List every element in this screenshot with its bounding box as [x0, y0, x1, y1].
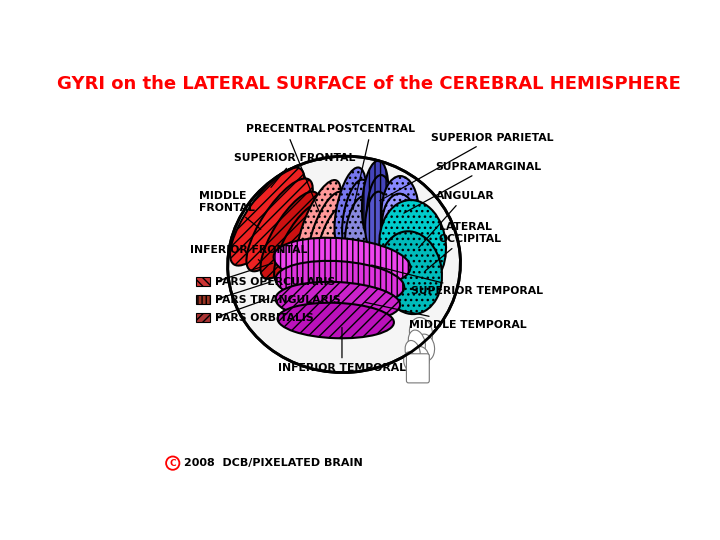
Text: ANGULAR: ANGULAR: [418, 191, 494, 248]
Ellipse shape: [415, 334, 435, 361]
Text: INFERIOR FRONTAL: INFERIOR FRONTAL: [190, 245, 307, 262]
Text: PRECENTRAL: PRECENTRAL: [246, 124, 325, 214]
Ellipse shape: [379, 200, 446, 291]
Ellipse shape: [405, 340, 420, 363]
Ellipse shape: [246, 178, 312, 271]
Ellipse shape: [345, 196, 372, 262]
Ellipse shape: [404, 352, 418, 372]
Ellipse shape: [335, 167, 366, 249]
Ellipse shape: [382, 176, 419, 249]
Text: INFERIOR TEMPORAL: INFERIOR TEMPORAL: [278, 327, 406, 373]
Text: C: C: [169, 458, 176, 468]
Ellipse shape: [342, 180, 371, 253]
Ellipse shape: [308, 192, 347, 271]
FancyBboxPatch shape: [197, 277, 210, 286]
Text: GYRI on the LATERAL SURFACE of the CEREBRAL HEMISPHERE: GYRI on the LATERAL SURFACE of the CEREB…: [57, 75, 681, 93]
Ellipse shape: [362, 160, 389, 239]
Ellipse shape: [366, 175, 392, 246]
Ellipse shape: [413, 347, 429, 369]
Ellipse shape: [412, 358, 426, 379]
Text: SUPERIOR FRONTAL: SUPERIOR FRONTAL: [234, 153, 355, 187]
Text: MIDDLE TEMPORAL: MIDDLE TEMPORAL: [366, 302, 526, 330]
FancyBboxPatch shape: [197, 295, 210, 305]
Text: 2008  DCB/PIXELATED BRAIN: 2008 DCB/PIXELATED BRAIN: [184, 458, 363, 468]
Ellipse shape: [274, 238, 410, 287]
Ellipse shape: [379, 231, 442, 314]
Ellipse shape: [261, 192, 320, 279]
Text: PARS ORBITALIS: PARS ORBITALIS: [215, 313, 313, 322]
Ellipse shape: [297, 180, 341, 266]
Ellipse shape: [230, 167, 305, 266]
Ellipse shape: [410, 318, 433, 348]
Text: PARS TRIANGULARIS: PARS TRIANGULARIS: [215, 295, 341, 305]
Ellipse shape: [382, 194, 418, 260]
Ellipse shape: [408, 330, 426, 357]
Ellipse shape: [316, 206, 351, 278]
Text: PARS OPERCULARIS: PARS OPERCULARIS: [215, 277, 335, 287]
FancyBboxPatch shape: [197, 313, 210, 322]
Ellipse shape: [276, 282, 400, 322]
Text: SUPRAMARGINAL: SUPRAMARGINAL: [404, 161, 541, 213]
Text: POSTCENTRAL: POSTCENTRAL: [327, 124, 415, 210]
Ellipse shape: [277, 303, 394, 338]
Ellipse shape: [274, 203, 327, 285]
Ellipse shape: [228, 156, 460, 373]
Text: SUPERIOR PARIETAL: SUPERIOR PARIETAL: [379, 132, 554, 201]
Ellipse shape: [276, 261, 404, 305]
Text: SUPERIOR TEMPORAL: SUPERIOR TEMPORAL: [372, 265, 543, 296]
Text: LATERAL
OCCIPITAL: LATERAL OCCIPITAL: [426, 222, 502, 271]
Ellipse shape: [287, 210, 335, 289]
Text: MIDDLE
FRONTAL: MIDDLE FRONTAL: [199, 191, 261, 230]
Ellipse shape: [365, 192, 390, 254]
FancyBboxPatch shape: [406, 354, 429, 383]
